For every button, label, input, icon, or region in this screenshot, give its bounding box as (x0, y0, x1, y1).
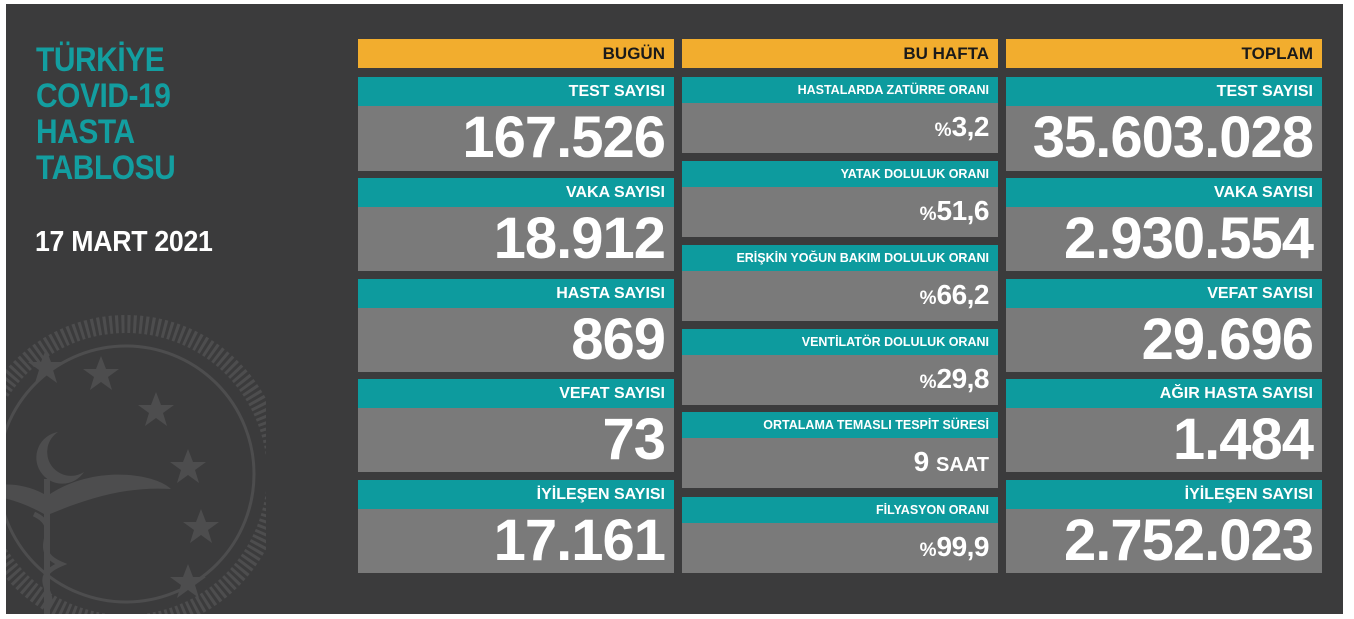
value-number: 66,2 (936, 279, 990, 310)
card-label: AĞIR HASTA SAYISI (1006, 379, 1322, 408)
today-header: BUGÜN (358, 39, 674, 68)
card-value: %66,2 (682, 271, 998, 323)
percent-sign: % (919, 204, 937, 225)
card-value: 9 SAAT (682, 438, 998, 489)
total-test-card: TEST SAYISI 35.603.028 (1006, 77, 1322, 171)
total-column: TOPLAM TEST SAYISI 35.603.028 VAKA SAYIS… (1006, 39, 1322, 573)
value-number: 9 (913, 446, 930, 477)
title-line: TÜRKİYE (36, 41, 165, 79)
title-line: HASTA (36, 113, 135, 151)
total-severe-card: AĞIR HASTA SAYISI 1.484 (1006, 379, 1322, 472)
card-value: 1.484 (1172, 407, 1314, 472)
card-value: 2.930.554 (1063, 206, 1314, 271)
card-label: VENTİLATÖR DOLULUK ORANI (682, 329, 998, 355)
today-case-card: VAKA SAYISI 18.912 (358, 178, 674, 271)
percent-sign: % (919, 372, 937, 393)
total-case-card: VAKA SAYISI 2.930.554 (1006, 178, 1322, 271)
week-header: BU HAFTA (682, 39, 998, 68)
card-value: 73 (602, 407, 666, 472)
title-line: COVID-19 (36, 77, 171, 115)
card-label: VEFAT SAYISI (1006, 279, 1322, 308)
card-label: İYİLEŞEN SAYISI (1006, 480, 1322, 509)
week-ventilator-card: VENTİLATÖR DOLULUK ORANI %29,8 (682, 329, 998, 405)
ministry-emblem-watermark (6, 315, 266, 614)
card-value: 35.603.028 (1032, 105, 1314, 170)
week-pneumonia-card: HASTALARDA ZATÜRRE ORANI %3,2 (682, 77, 998, 153)
card-value: %3,2 (682, 103, 998, 155)
card-value: 869 (571, 307, 666, 372)
card-label: İYİLEŞEN SAYISI (358, 480, 674, 509)
today-death-card: VEFAT SAYISI 73 (358, 379, 674, 472)
value-number: 29,8 (936, 363, 990, 394)
card-value: 2.752.023 (1063, 508, 1314, 573)
card-value: %51,6 (682, 187, 998, 239)
today-recovered-card: İYİLEŞEN SAYISI 17.161 (358, 480, 674, 573)
percent-sign: % (934, 120, 952, 141)
card-value: 18.912 (493, 206, 666, 271)
card-label: TEST SAYISI (358, 77, 674, 106)
percent-sign: % (919, 288, 937, 309)
dashboard-panel: TÜRKİYE COVID-19 HASTA TABLOSU 17 MART 2… (6, 4, 1343, 614)
card-label: VAKA SAYISI (1006, 178, 1322, 207)
card-label: ORTALAMA TEMASLI TESPİT SÜRESİ (682, 412, 998, 438)
week-icu-occupancy-card: ERİŞKİN YOĞUN BAKIM DOLULUK ORANI %66,2 (682, 245, 998, 321)
week-column: BU HAFTA HASTALARDA ZATÜRRE ORANI %3,2 Y… (682, 39, 998, 573)
card-label: ERİŞKİN YOĞUN BAKIM DOLULUK ORANI (682, 245, 998, 271)
card-label: TEST SAYISI (1006, 77, 1322, 106)
card-value: 29.696 (1141, 307, 1314, 372)
total-recovered-card: İYİLEŞEN SAYISI 2.752.023 (1006, 480, 1322, 573)
page-title: TÜRKİYE COVID-19 HASTA TABLOSU (36, 41, 176, 187)
value-number: 51,6 (936, 195, 990, 226)
total-death-card: VEFAT SAYISI 29.696 (1006, 279, 1322, 372)
card-label: VAKA SAYISI (358, 178, 674, 207)
card-label: FİLYASYON ORANI (682, 497, 998, 523)
total-header: TOPLAM (1006, 39, 1322, 68)
week-filiation-card: FİLYASYON ORANI %99,9 (682, 497, 998, 573)
value-unit: SAAT (936, 454, 989, 476)
card-label: HASTALARDA ZATÜRRE ORANI (682, 77, 998, 103)
card-label: YATAK DOLULUK ORANI (682, 161, 998, 187)
today-test-card: TEST SAYISI 167.526 (358, 77, 674, 171)
value-number: 99,9 (936, 531, 990, 562)
today-column: BUGÜN TEST SAYISI 167.526 VAKA SAYISI 18… (358, 39, 674, 573)
card-value: %99,9 (682, 523, 998, 575)
report-date: 17 MART 2021 (35, 226, 213, 258)
value-number: 3,2 (951, 111, 990, 142)
card-value: 17.161 (493, 508, 666, 573)
card-label: HASTA SAYISI (358, 279, 674, 308)
today-patient-card: HASTA SAYISI 869 (358, 279, 674, 372)
week-bed-occupancy-card: YATAK DOLULUK ORANI %51,6 (682, 161, 998, 237)
title-line: TABLOSU (36, 149, 176, 187)
card-value: %29,8 (682, 355, 998, 407)
card-value: 167.526 (462, 105, 666, 170)
card-label: VEFAT SAYISI (358, 379, 674, 408)
week-contact-time-card: ORTALAMA TEMASLI TESPİT SÜRESİ 9 SAAT (682, 412, 998, 488)
percent-sign: % (919, 540, 937, 561)
